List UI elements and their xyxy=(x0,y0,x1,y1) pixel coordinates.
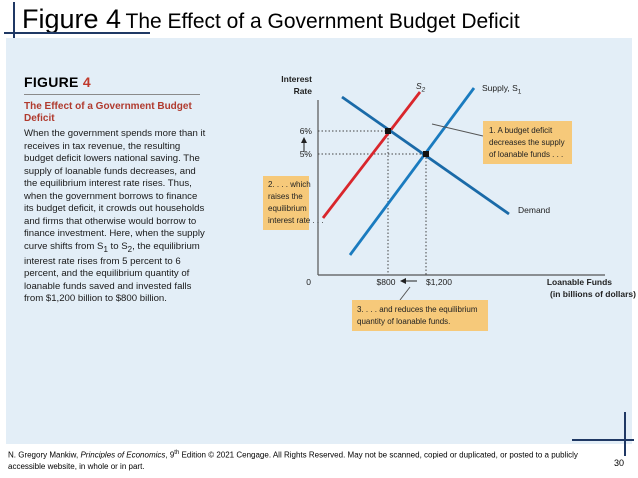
figure-caption: When the government spends more than it … xyxy=(24,128,206,306)
demand-label: Demand xyxy=(518,205,550,215)
corner-line-vertical-top xyxy=(13,2,15,46)
callout-quantity xyxy=(352,300,488,331)
footer-edition-sup: th xyxy=(174,450,180,456)
equilibrium-point-s1 xyxy=(423,151,429,157)
supply-s1-curve xyxy=(348,87,476,256)
corner-line-horizontal-top xyxy=(4,32,150,34)
callout1-pointer xyxy=(431,123,484,137)
x-tick-1200: $1,200 xyxy=(426,277,452,287)
figure-label: FIGURE 4 xyxy=(24,74,91,90)
figure-label-number: 4 xyxy=(82,74,91,90)
callout-budget-deficit xyxy=(483,121,572,164)
footer-book-title: Principles of Economics xyxy=(80,450,166,460)
caption-sub-2: 2 xyxy=(127,244,133,254)
supply-s2-curve xyxy=(321,91,422,219)
footer-rights: Edition © 2021 Cengage. All Rights Reser… xyxy=(8,450,578,471)
page-number: 30 xyxy=(614,458,625,468)
callout2-line4: interest rate . . . xyxy=(268,216,324,225)
callout1-line2: decreases the supply xyxy=(489,138,565,147)
x-tick-800: $800 xyxy=(377,277,396,287)
corner-line-horizontal-bottom xyxy=(572,439,634,441)
corner-line-vertical-bottom xyxy=(624,412,626,456)
figure-panel xyxy=(6,38,632,444)
slide-title: Figure 4 The Effect of a Government Budg… xyxy=(22,4,520,35)
callout2-line2: raises the xyxy=(268,192,303,201)
s2-label: S2 xyxy=(416,81,426,94)
slide-title-prefix: Figure 4 xyxy=(22,4,122,34)
caption-text-2: to S xyxy=(107,240,128,252)
equilibrium-point-s2 xyxy=(385,128,391,134)
s1-label: Supply, S1 xyxy=(482,83,522,96)
figure-heading: The Effect of a Government Budget Defici… xyxy=(24,101,192,124)
figure-label-rule xyxy=(24,94,200,95)
caption-text-1: When the government spends more than it … xyxy=(24,128,206,252)
footer-author: N. Gregory Mankiw, xyxy=(8,450,81,460)
callout2-line3: equilibrium xyxy=(268,204,307,213)
callout1-line1: 1. A budget deficit xyxy=(489,126,553,135)
y-tick-6pct: 6% xyxy=(300,126,313,136)
callout3-line2: quantity of loanable funds. xyxy=(357,317,450,326)
y-tick-5pct: 5% xyxy=(300,149,313,159)
callout1-line3: of loanable funds . . . xyxy=(489,150,563,159)
figure-label-word: FIGURE xyxy=(24,74,79,90)
quantity-arrow-head xyxy=(400,278,406,284)
callout3-line1: 3. . . . and reduces the equilibrium xyxy=(357,305,478,314)
x-axis-label-line1: Loanable Funds xyxy=(547,277,612,287)
footer-edition: , 9 xyxy=(165,450,175,460)
rate-arrow-head xyxy=(301,137,307,143)
y-axis-label-line2: Rate xyxy=(294,86,313,96)
caption-sub-1: 1 xyxy=(103,244,108,254)
callout3-pointer xyxy=(399,286,411,301)
callout2-line1: 2. . . . which xyxy=(268,180,311,189)
y-axis-label-line1: Interest xyxy=(281,74,312,84)
x-axis-label-line2: (in billions of dollars) xyxy=(550,289,636,299)
callout-interest-rate xyxy=(263,176,309,230)
origin-label: 0 xyxy=(306,277,311,287)
slide-title-text: The Effect of a Government Budget Defici… xyxy=(125,10,520,33)
copyright-footer: N. Gregory Mankiw, Principles of Economi… xyxy=(8,448,588,472)
caption-text-3: , the equilibrium interest rate rises fr… xyxy=(24,240,200,305)
